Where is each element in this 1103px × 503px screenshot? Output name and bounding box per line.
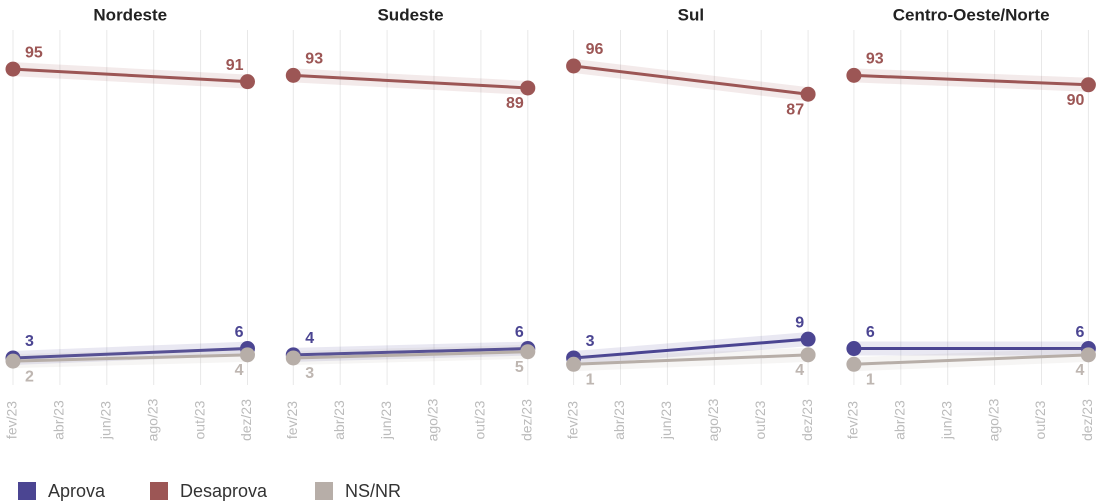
data-label: 4 (235, 362, 244, 379)
point (240, 74, 255, 90)
data-label: 5 (515, 359, 524, 376)
point (846, 67, 862, 83)
data-label: 3 (25, 333, 34, 350)
x-tick-label: fev/23 (845, 401, 861, 439)
point (520, 344, 536, 360)
x-tick-label: abr/23 (331, 400, 347, 440)
x-tick-label: ago/23 (705, 398, 721, 441)
x-tick-label: abr/23 (892, 400, 908, 440)
series-line (12, 347, 248, 360)
x-tick-label: dez/23 (238, 399, 254, 441)
point (1080, 347, 1096, 363)
point (566, 58, 582, 74)
series-line (12, 67, 248, 84)
panel-title: Nordeste (93, 5, 167, 24)
point (285, 350, 301, 366)
data-label: 2 (25, 368, 34, 385)
x-tick-label: fev/23 (4, 401, 20, 439)
data-label: 3 (586, 333, 595, 350)
data-label: 1 (866, 371, 875, 388)
data-label: 9 (795, 314, 804, 331)
x-tick-label: jun/23 (658, 401, 674, 440)
data-label: 87 (786, 101, 804, 118)
panel-title: Sudeste (377, 5, 443, 24)
data-label: 90 (1067, 92, 1085, 109)
x-tick-label: fev/23 (564, 401, 580, 439)
panel-title: Centro-Oeste/Norte (893, 5, 1050, 24)
x-tick-label: ago/23 (425, 398, 441, 441)
point (566, 356, 582, 372)
data-label: 4 (305, 330, 314, 347)
data-label: 95 (25, 44, 43, 61)
data-label: 96 (586, 41, 604, 58)
data-label: 93 (866, 51, 884, 68)
point (800, 86, 816, 102)
x-tick-label: dez/23 (799, 399, 815, 441)
series-line (573, 337, 809, 360)
legend-swatch (18, 482, 36, 500)
x-tick-label: jun/23 (938, 401, 954, 440)
x-tick-label: dez/23 (1079, 399, 1095, 441)
x-tick-label: out/23 (191, 400, 207, 439)
data-label: 6 (866, 324, 875, 341)
series-line (12, 353, 248, 363)
point (846, 341, 862, 357)
series-line (293, 350, 528, 360)
legend-label: Aprova (48, 481, 106, 501)
data-label: 89 (506, 95, 524, 112)
x-tick-label: out/23 (472, 400, 488, 439)
point (285, 67, 301, 83)
x-tick-label: out/23 (752, 400, 768, 439)
legend-label: NS/NR (345, 481, 401, 501)
data-label: 3 (305, 365, 314, 382)
data-label: 6 (1075, 324, 1084, 341)
point (1080, 77, 1096, 93)
data-label: 6 (235, 324, 244, 341)
data-label: 6 (515, 324, 524, 341)
point (5, 353, 21, 369)
point (240, 347, 255, 363)
series-line (853, 73, 1089, 87)
series-line (293, 73, 528, 90)
legend-swatch (315, 482, 333, 500)
data-label: 93 (305, 51, 323, 68)
x-tick-label: out/23 (1032, 400, 1048, 439)
data-label: 4 (795, 362, 804, 379)
x-tick-label: dez/23 (519, 399, 535, 441)
x-tick-label: ago/23 (144, 398, 160, 441)
data-label: 91 (226, 57, 244, 74)
point (520, 80, 536, 96)
series-line (853, 353, 1089, 366)
panel-title: Sul (678, 5, 704, 24)
x-tick-label: jun/23 (98, 401, 114, 440)
point (846, 356, 862, 372)
data-label: 4 (1075, 362, 1084, 379)
point (800, 347, 816, 363)
x-tick-label: jun/23 (378, 401, 394, 440)
series-line (573, 64, 809, 96)
legend-swatch (150, 482, 168, 500)
point (5, 61, 21, 77)
series-line (573, 353, 809, 366)
x-tick-label: abr/23 (51, 400, 67, 440)
series-line (293, 347, 528, 357)
point (800, 331, 816, 347)
x-tick-label: abr/23 (611, 400, 627, 440)
legend-label: Desaprova (180, 481, 268, 501)
x-tick-label: ago/23 (985, 398, 1001, 441)
data-label: 1 (586, 371, 595, 388)
x-tick-label: fev/23 (284, 401, 300, 439)
